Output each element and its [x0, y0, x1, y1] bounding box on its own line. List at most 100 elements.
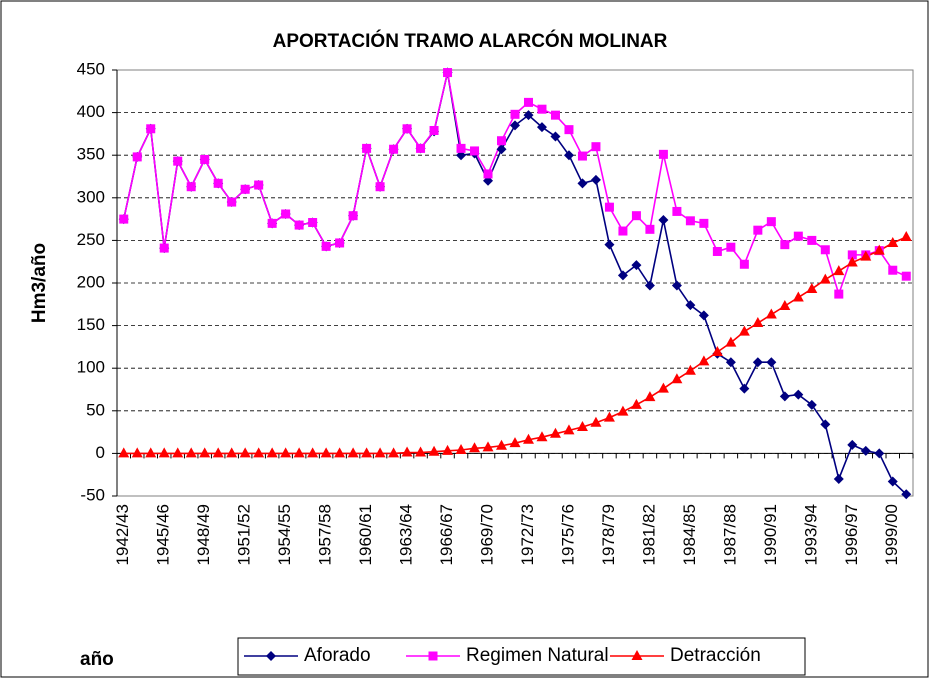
marker	[847, 439, 858, 450]
marker	[401, 446, 413, 457]
marker	[617, 405, 629, 416]
marker	[334, 447, 346, 458]
marker	[604, 202, 614, 212]
x-tick-label: 1981/82	[639, 504, 658, 565]
marker	[294, 220, 304, 230]
marker	[900, 230, 912, 241]
marker	[388, 447, 400, 458]
marker	[847, 250, 857, 260]
marker	[456, 143, 466, 153]
marker	[361, 447, 373, 458]
marker	[348, 211, 358, 221]
marker	[159, 243, 169, 253]
marker	[347, 447, 359, 458]
marker	[281, 209, 291, 219]
marker	[496, 144, 507, 155]
marker	[266, 651, 276, 661]
chart-title: APORTACIÓN TRAMO ALARCÓN MOLINAR	[273, 30, 668, 52]
marker	[671, 373, 683, 384]
marker	[698, 310, 709, 321]
legend-label: Detracción	[670, 645, 761, 666]
marker	[766, 217, 776, 227]
marker	[644, 280, 655, 291]
marker	[131, 447, 143, 458]
marker	[617, 270, 628, 281]
marker	[779, 391, 790, 402]
marker	[698, 355, 710, 366]
marker	[860, 250, 872, 261]
y-tick-label: 200	[77, 272, 105, 291]
marker	[280, 447, 292, 458]
marker	[793, 389, 804, 400]
marker	[523, 110, 534, 121]
marker	[846, 256, 858, 267]
marker	[470, 146, 480, 156]
y-tick-label: 250	[77, 230, 105, 249]
marker	[834, 289, 844, 299]
y-tick-label: 300	[77, 187, 105, 206]
y-tick-label: 150	[77, 315, 105, 334]
marker	[766, 357, 777, 368]
marker	[792, 291, 804, 302]
marker	[523, 97, 533, 107]
marker	[266, 447, 278, 458]
marker	[739, 383, 750, 394]
marker	[536, 122, 547, 133]
marker	[132, 152, 142, 162]
marker	[806, 282, 818, 293]
x-tick-label: 1960/61	[356, 504, 375, 565]
marker	[590, 174, 601, 185]
marker	[819, 273, 831, 284]
marker	[145, 447, 157, 458]
marker	[428, 445, 440, 456]
marker	[874, 448, 885, 459]
marker	[699, 218, 709, 228]
legend: Aforado Regimen Natural Detracción	[237, 637, 806, 676]
x-tick-label: 1993/94	[801, 504, 820, 565]
x-tick-label: 1942/43	[113, 504, 132, 565]
x-tick-label: 1948/49	[194, 504, 213, 565]
marker	[765, 308, 777, 319]
marker	[806, 399, 817, 410]
marker	[712, 246, 722, 256]
marker	[603, 411, 615, 422]
marker	[293, 447, 305, 458]
marker	[509, 437, 521, 448]
marker	[483, 169, 493, 179]
marker	[522, 433, 534, 444]
marker	[739, 259, 749, 269]
x-axis-label: año	[80, 649, 114, 670]
marker	[644, 391, 656, 402]
marker	[752, 357, 763, 368]
marker	[577, 151, 587, 161]
marker	[469, 442, 481, 453]
marker	[335, 238, 345, 248]
marker	[362, 143, 372, 153]
marker	[752, 317, 764, 328]
legend-label: Aforado	[304, 645, 371, 666]
x-tick-label: 1945/46	[154, 504, 173, 565]
marker	[253, 447, 265, 458]
marker	[672, 206, 682, 216]
marker	[631, 211, 641, 221]
x-tick-label: 1957/58	[316, 504, 335, 565]
y-tick-label: 350	[77, 145, 105, 164]
marker	[901, 271, 911, 281]
marker	[510, 109, 520, 119]
marker	[726, 242, 736, 252]
marker	[604, 239, 615, 250]
marker	[753, 225, 763, 235]
marker	[146, 124, 156, 134]
marker	[550, 131, 561, 142]
marker	[685, 216, 695, 226]
marker	[321, 241, 331, 251]
marker	[254, 180, 264, 190]
marker	[563, 424, 575, 435]
marker	[657, 382, 669, 393]
marker	[630, 398, 642, 409]
marker	[267, 218, 277, 228]
marker	[199, 447, 211, 458]
marker	[807, 235, 817, 245]
marker	[510, 120, 520, 131]
